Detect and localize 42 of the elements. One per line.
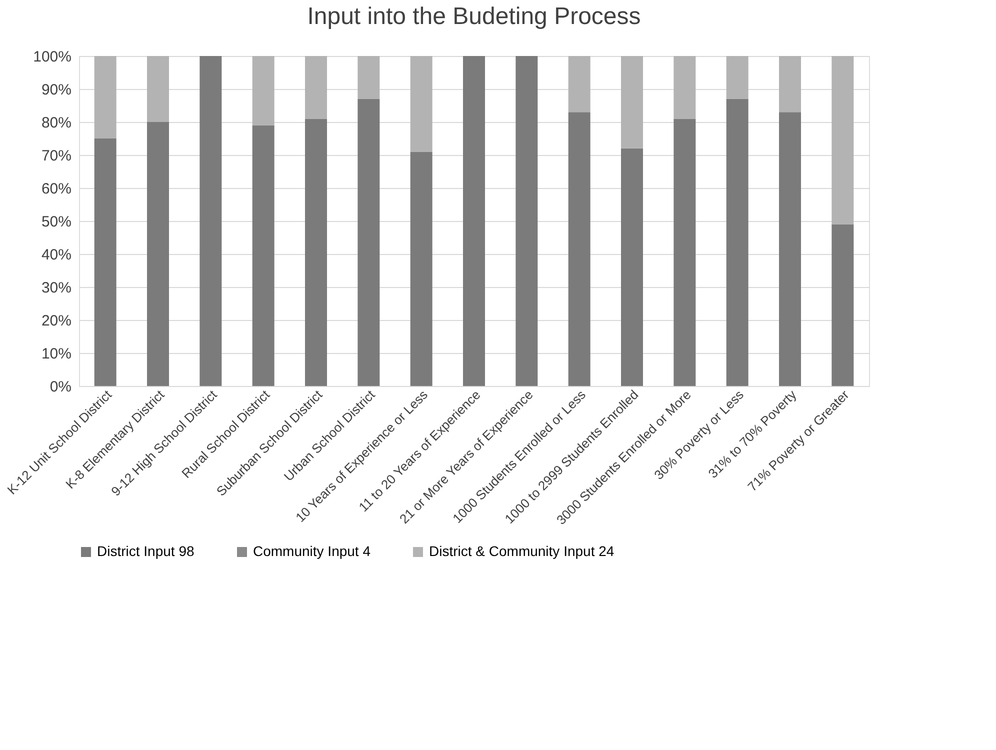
bar [621, 56, 643, 148]
bar [358, 56, 380, 99]
chart-title: Input into the Budeting Process [307, 3, 641, 30]
y-tick-label: 100% [33, 48, 72, 66]
bar [516, 56, 538, 386]
bar [463, 56, 485, 386]
y-tick-label: 90% [41, 82, 72, 98]
bar [252, 125, 274, 386]
bar [832, 56, 854, 224]
bar [410, 56, 432, 152]
bar [305, 118, 327, 386]
bar [94, 138, 116, 386]
y-tick-label: 10% [41, 346, 72, 362]
bar [568, 112, 590, 386]
y-tick-label: 30% [41, 280, 72, 296]
y-tick-label: 40% [41, 246, 72, 264]
y-tick-label: 0% [50, 378, 72, 396]
y-tick-label: 70% [41, 148, 72, 164]
bar [305, 56, 327, 119]
y-tick-label: 50% [41, 214, 72, 230]
bar [200, 56, 222, 386]
bar [726, 98, 748, 386]
bar [726, 56, 748, 99]
bar [252, 56, 274, 126]
bar [779, 56, 801, 112]
bar [674, 56, 696, 119]
bar [621, 148, 643, 386]
bar [358, 98, 380, 386]
bar [410, 152, 432, 386]
y-tick-label: 20% [41, 312, 72, 330]
y-tick-label: 60% [41, 180, 72, 198]
legend-label: District & Community Input 24 [429, 543, 614, 559]
bar [779, 112, 801, 386]
legend-label: Community Input 4 [253, 543, 371, 559]
y-tick-label: 80% [41, 114, 72, 132]
legend-label: District Input 98 [97, 543, 194, 559]
bar [832, 224, 854, 386]
bar [568, 56, 590, 112]
bar [94, 56, 116, 138]
bar [674, 118, 696, 386]
bar [147, 56, 169, 122]
bar [147, 122, 169, 386]
